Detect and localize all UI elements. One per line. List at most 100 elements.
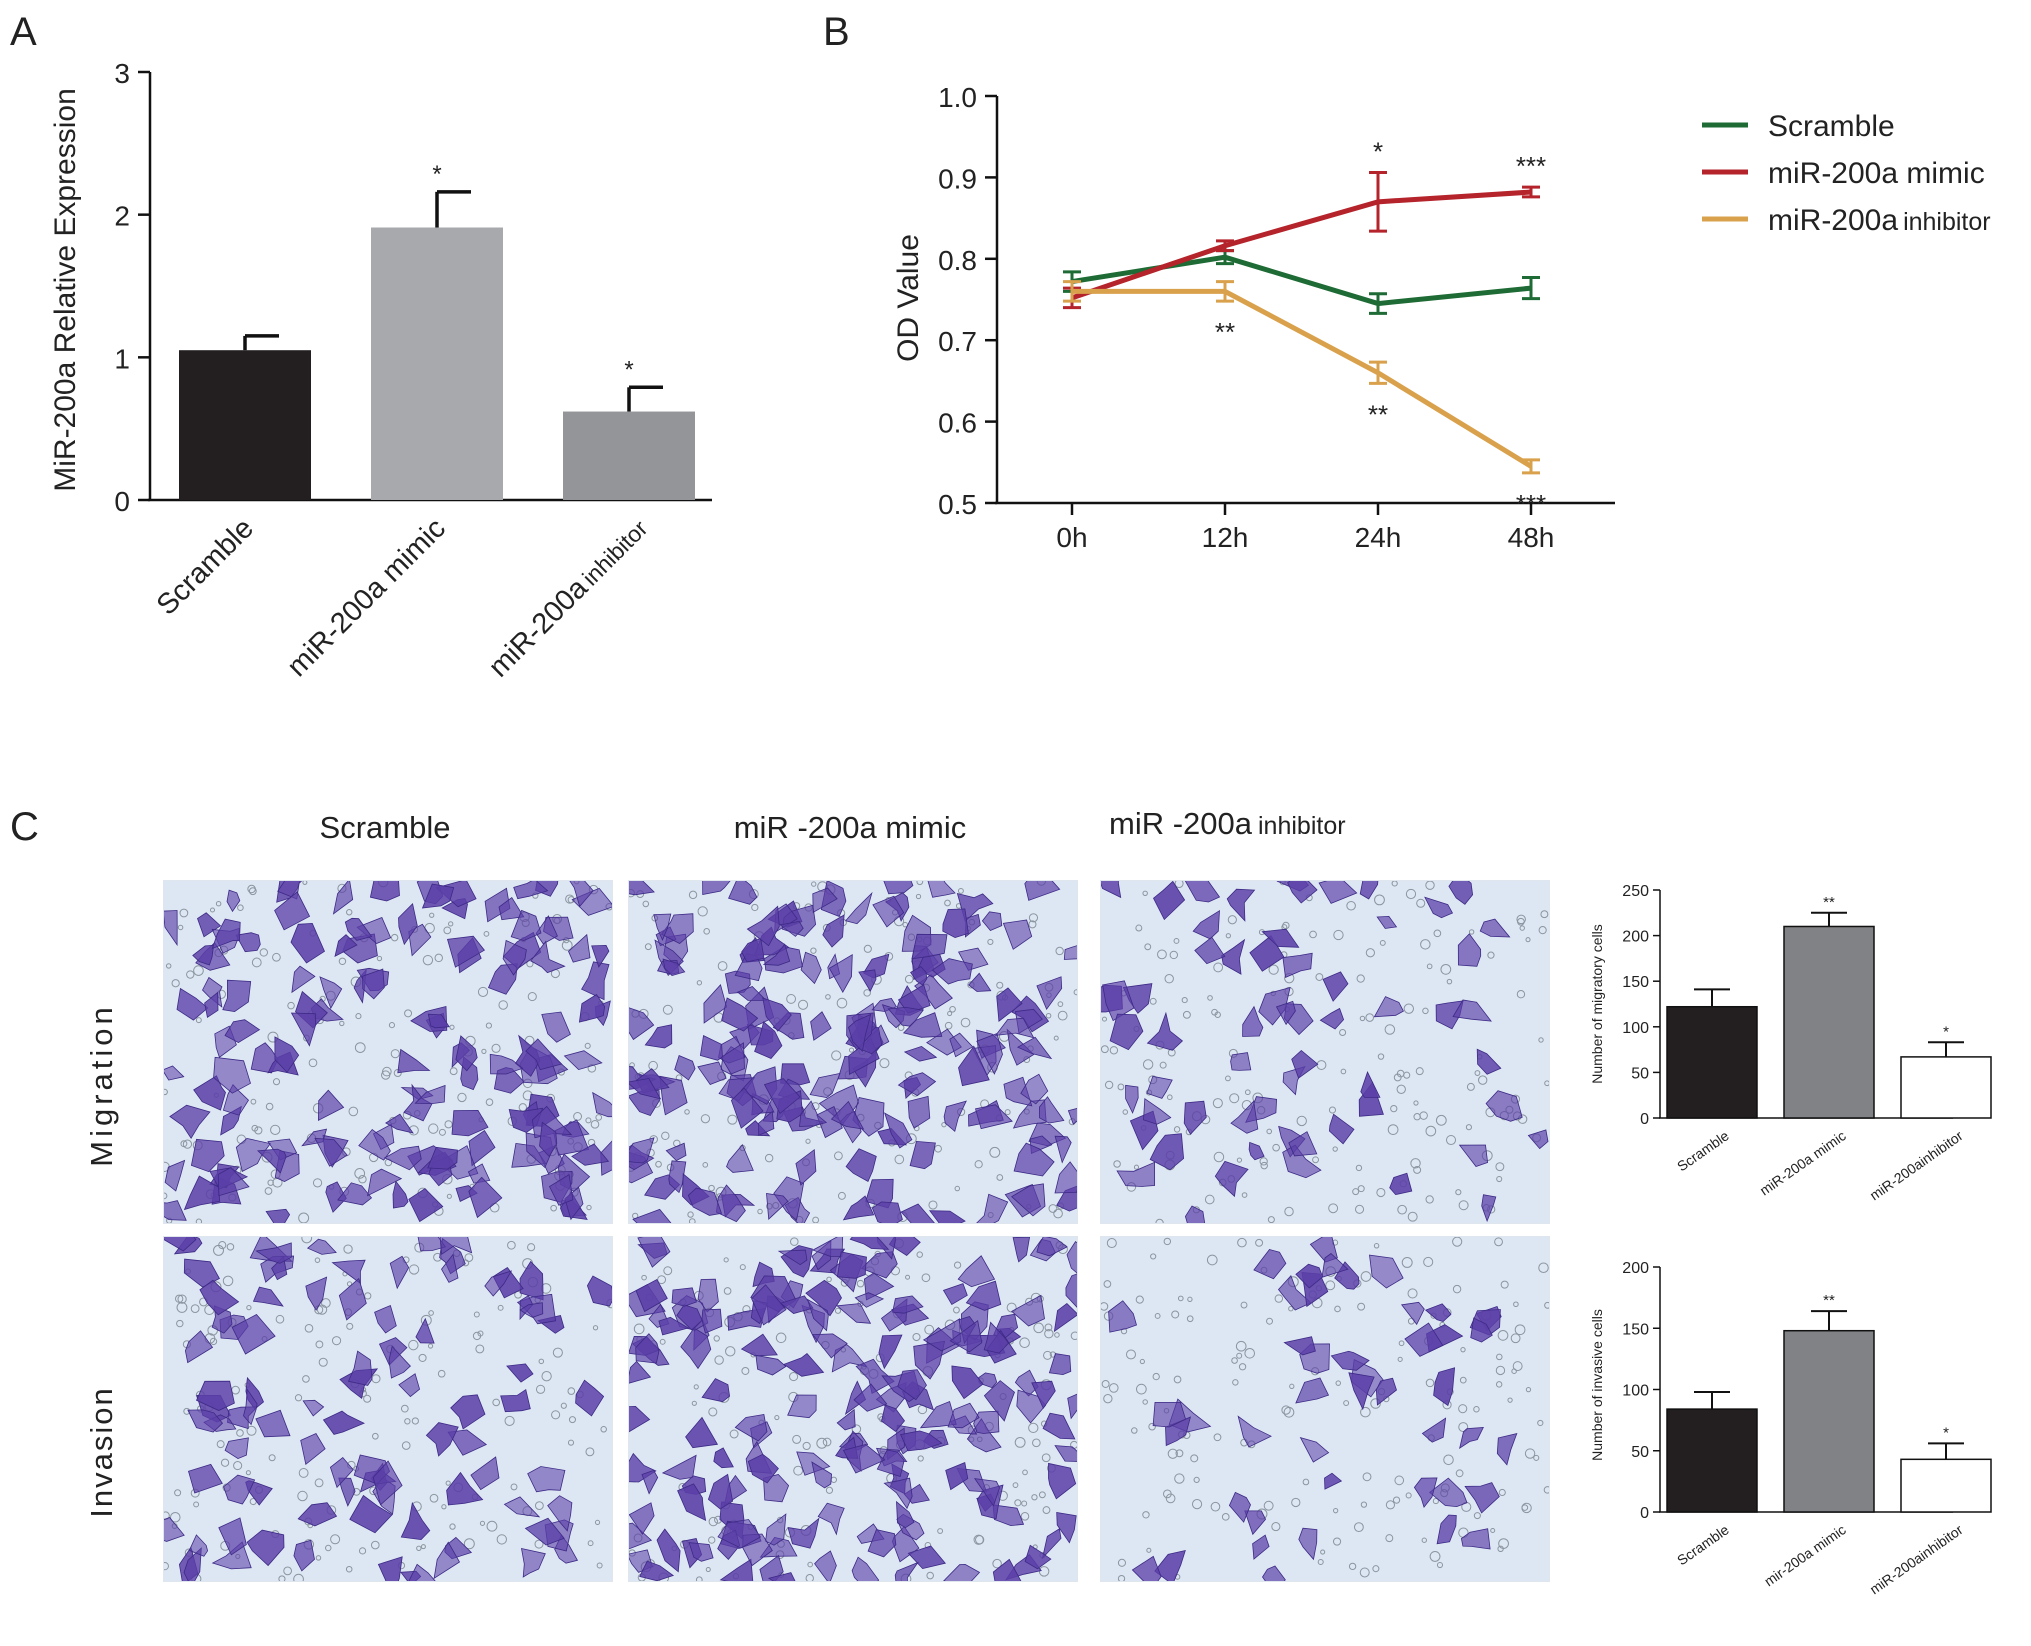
micrograph-pore	[663, 1266, 673, 1276]
micrograph-pore	[802, 1441, 811, 1451]
micrograph-cell	[680, 1327, 712, 1370]
micrograph-pore	[1473, 1512, 1481, 1520]
micrograph-pore	[691, 1400, 697, 1406]
micrograph-pore	[1213, 962, 1224, 973]
micrograph-cell	[1404, 1322, 1444, 1357]
chart-c-migration-category-label: Scramble	[1674, 1127, 1732, 1174]
chart-a-category-label: miR-200a mimic	[281, 512, 452, 683]
micrograph-pore	[1357, 1185, 1365, 1193]
micrograph-pore	[798, 999, 809, 1010]
micrograph-pore	[941, 1121, 947, 1128]
micrograph-pore	[996, 1174, 1004, 1181]
micrograph-pore	[1167, 1448, 1178, 1459]
micrograph-pore	[364, 1292, 372, 1300]
micrograph-cell	[687, 1187, 723, 1216]
micrograph-pore	[1452, 1284, 1462, 1294]
micrograph-pore	[774, 1414, 780, 1421]
micrograph-cell	[369, 881, 400, 902]
micrograph-pore	[1237, 1237, 1247, 1248]
micrograph-pore	[1495, 1365, 1506, 1376]
micrograph-pore	[1487, 951, 1495, 959]
micrograph-cell	[255, 1409, 291, 1438]
micrograph-cell	[951, 1365, 984, 1400]
micrograph-pore	[534, 1501, 544, 1511]
micrograph-pore	[633, 1323, 645, 1335]
micrograph-cell	[787, 1394, 817, 1419]
micrograph-pore	[358, 1175, 367, 1184]
micrograph-cell	[1319, 1007, 1345, 1030]
micrograph-cell	[1048, 1462, 1077, 1500]
micrograph-pore	[1524, 1448, 1536, 1459]
micrograph-pore	[215, 900, 222, 907]
micrograph-pore	[1426, 963, 1433, 970]
micrograph-pore	[1415, 1067, 1424, 1076]
micrograph-pore	[174, 1489, 182, 1497]
micrograph-pore	[825, 1486, 834, 1494]
micrograph-pore	[1455, 1469, 1464, 1478]
chart-c-migration-bar	[1666, 1005, 1758, 1119]
micrograph-pore	[1544, 1080, 1549, 1087]
micrograph-cell	[256, 1148, 287, 1174]
micrograph-pore	[250, 1098, 257, 1105]
micrograph-cell	[1116, 1161, 1155, 1187]
micrograph-pore	[298, 1212, 310, 1223]
micrograph-pore	[1352, 1188, 1360, 1196]
micrograph-pore	[1260, 1161, 1268, 1170]
micrograph-cell	[1253, 1249, 1287, 1280]
chart-c-migration-bar	[1783, 925, 1875, 1119]
micrograph-cell	[446, 1471, 484, 1506]
micrograph-pore	[989, 1146, 1001, 1158]
micrograph-pore	[1360, 1271, 1372, 1282]
micrograph-pore	[1343, 1400, 1350, 1407]
micrograph-cell	[983, 1321, 1010, 1354]
micrograph-cell	[949, 1032, 974, 1058]
micrograph-cell	[581, 961, 610, 1001]
micrograph-cell	[319, 976, 343, 1010]
micrograph-pore	[1235, 1340, 1247, 1352]
chart-c-migration-ytick-label: 100	[1622, 1020, 1649, 1037]
micrograph-cell	[1054, 1445, 1077, 1462]
micrograph-pore	[314, 1478, 324, 1488]
micrograph-pore	[182, 1139, 193, 1149]
micrograph-pore	[1101, 1379, 1110, 1388]
micrograph-cell	[1131, 1555, 1162, 1581]
micrograph-pore	[953, 1306, 960, 1314]
micrograph-pore	[775, 1332, 787, 1344]
micrograph-cell	[218, 1517, 247, 1556]
micrograph-pore	[428, 1123, 439, 1134]
micrograph-pore	[408, 1264, 420, 1275]
micrograph-cell	[812, 887, 838, 913]
micrograph-pore	[1057, 1010, 1068, 1021]
micrograph-pore	[1420, 939, 1431, 950]
micrograph-pore	[1478, 1075, 1488, 1085]
micrograph-pore	[216, 1440, 225, 1449]
chart-a-expression: MiR-200a Relative Expression 0 1 2 3 * * Scr…	[49, 58, 712, 684]
micrograph-pore	[264, 1187, 273, 1195]
micrograph-cell	[836, 1408, 856, 1431]
chart-b-xtick-label: 0h	[1056, 522, 1087, 553]
micrograph-pore	[346, 1322, 354, 1330]
micrograph-cell	[510, 909, 542, 942]
micrograph-pore	[1157, 949, 1167, 960]
micrograph-cell	[1288, 1131, 1318, 1157]
micrograph-pore	[1173, 1375, 1182, 1384]
micrograph-cell	[1048, 1353, 1072, 1376]
micrograph-pore	[1284, 1206, 1294, 1217]
micrograph-cell	[1065, 1273, 1077, 1308]
chart-c-invasion-ytick-label: 0	[1640, 1505, 1649, 1522]
chart-c-migration-ytick-label: 50	[1631, 1065, 1649, 1082]
micrograph-pore	[1391, 881, 1398, 887]
micrograph-cell	[983, 1380, 1015, 1422]
micrograph-cell	[489, 1053, 524, 1075]
micrograph-pore	[662, 1004, 673, 1015]
micrograph-pore	[1496, 1353, 1503, 1361]
micrograph-cell	[945, 1462, 969, 1491]
chart-c-invasion-ylabel: Number of invasive cells	[1589, 1309, 1605, 1461]
micrograph-cell	[484, 887, 511, 923]
micrograph-pore	[1221, 1512, 1230, 1521]
chart-a-ytick-label: 3	[114, 58, 130, 89]
micrograph-pore	[826, 1276, 832, 1283]
micrograph-pore	[1365, 1013, 1374, 1022]
micrograph-cell	[629, 881, 655, 896]
micrograph-cell	[1277, 1274, 1312, 1311]
